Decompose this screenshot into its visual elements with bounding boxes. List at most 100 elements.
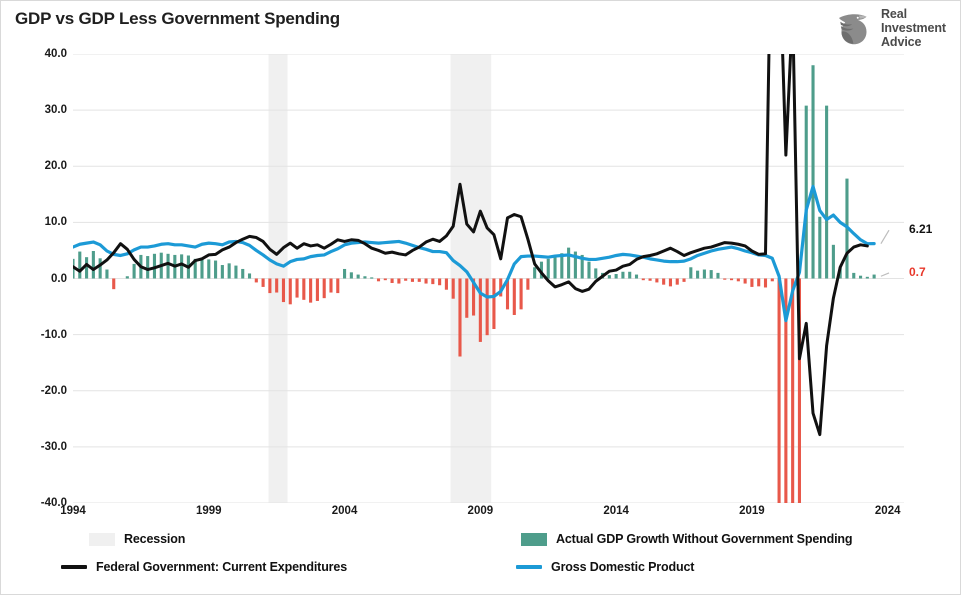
bar [363,276,367,279]
bar [343,268,347,279]
x-axis-tick-label: 1994 [60,505,86,517]
bar [804,105,808,279]
bar [648,278,652,281]
bar [220,265,224,279]
bar [682,278,686,282]
bar [872,274,876,279]
bar [200,257,204,279]
gdp-line-swatch [516,565,542,569]
bar [444,278,448,290]
bar [492,278,496,330]
bar [675,278,679,285]
legend-item[interactable]: Actual GDP Growth Without Government Spe… [521,532,853,546]
bar [105,269,109,279]
bar [431,278,435,285]
bar [519,278,523,310]
bar [662,278,666,285]
bar [607,275,611,279]
x-axis-tick-label: 2004 [331,505,358,517]
bar [485,278,489,336]
bar [410,278,415,282]
bar [261,278,265,287]
bar [580,254,584,279]
bar [743,278,747,284]
bar [180,254,184,279]
legend-item[interactable]: Recession [89,532,185,546]
bar [424,278,428,284]
bar [166,253,170,279]
bar [458,278,462,357]
bar [193,258,197,279]
bar [85,257,89,279]
bar [125,276,129,279]
bar [784,278,788,503]
bar [241,268,245,279]
bar [132,263,136,279]
bar [852,272,856,279]
bar [451,278,455,299]
chart-legend: Recession Actual GDP Growth Without Gover… [1,528,961,590]
plot-area [73,54,904,503]
annotation-leader-lines [880,229,890,277]
x-axis-tick-label: 2009 [467,505,494,517]
bar [78,251,82,279]
bar [207,259,211,279]
bar [98,258,102,279]
bar [641,278,645,281]
y-axis-tick-label: -40.0 [40,497,67,509]
bar [825,105,829,279]
brand-name: Real Investment Advice [881,7,946,49]
legend-item[interactable]: Gross Domestic Product [516,560,694,574]
eagle-head-logo-icon [839,14,867,45]
bar [152,253,157,279]
bar [818,216,822,279]
bar [370,277,374,279]
legend-item-label: Gross Domestic Product [551,560,695,574]
bar [281,278,286,303]
bar [573,251,577,279]
series-lines [73,54,876,437]
gdp-less-gov-swatch [521,532,547,546]
bar [146,256,150,279]
bar [709,270,713,279]
bar [214,260,218,279]
bar [526,278,530,290]
bar [723,278,727,280]
brand-line-2: Investment [881,21,946,35]
x-axis-tick-label: 1999 [195,505,222,517]
chart-svg [73,54,904,503]
bar [322,278,326,299]
series-line [73,184,876,323]
bar [567,247,571,279]
bar [512,278,516,315]
bar [689,267,693,279]
bar [112,278,116,290]
bar [438,278,442,286]
x-axis-tick-label: 2014 [603,505,629,517]
legend-item[interactable]: Federal Government: Current Expenditures [61,560,347,574]
bar [716,272,720,279]
bar [777,278,781,503]
bar [91,250,95,279]
bar [750,278,754,287]
page-title: GDP vs GDP Less Government Spending [15,9,340,28]
bar [763,278,768,288]
bar [295,278,299,298]
bar [736,278,740,282]
y-axis-tick-label: 10.0 [44,216,67,229]
bar [505,278,510,310]
bar [302,278,306,300]
bar [275,278,279,293]
bar [336,278,340,294]
bar [614,274,618,279]
bar [811,65,815,279]
brand-line-1: Real [881,7,908,21]
bar [865,276,869,279]
series-line [73,54,869,437]
bar [791,278,795,503]
bar [797,278,801,503]
bar [309,278,313,303]
leader-line-gdp [880,229,890,244]
bar [730,278,734,281]
bar [831,244,835,279]
